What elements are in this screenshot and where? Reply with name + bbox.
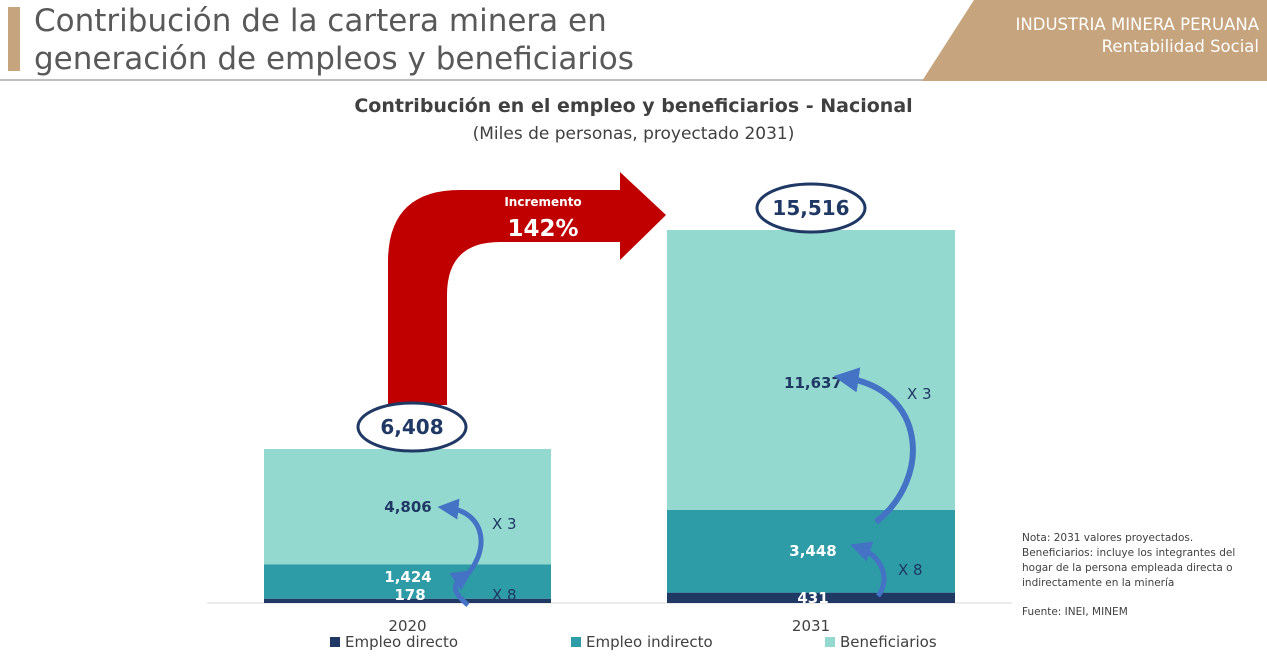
data-label: 431 bbox=[797, 589, 828, 607]
legend-swatch bbox=[330, 637, 340, 647]
chart-title: Contribución en el empleo y beneficiario… bbox=[354, 95, 913, 117]
chart-subtitle: (Miles de personas, proyectado 2031) bbox=[472, 124, 795, 144]
bar-2020-beneficiarios bbox=[264, 449, 551, 565]
header-accent-bar bbox=[8, 7, 20, 71]
multiplier-arrow bbox=[850, 541, 887, 598]
legend-swatch bbox=[825, 637, 835, 647]
legend-swatch bbox=[571, 637, 581, 647]
bar-2031-empleo-directo bbox=[667, 592, 955, 603]
note-line: Nota: 2031 valores proyectados. bbox=[1022, 532, 1194, 544]
multiplier-arrow bbox=[833, 367, 916, 525]
multiplier-label: X 8 bbox=[492, 586, 517, 604]
note-line: Beneficiarios: incluye los integrantes d… bbox=[1022, 547, 1236, 559]
multiplier-arrow bbox=[437, 498, 484, 582]
increase-arrow bbox=[388, 172, 666, 405]
x-tick-label-2031: 2031 bbox=[792, 617, 830, 635]
chart-note: Nota: 2031 valores proyectados. Benefici… bbox=[1022, 531, 1262, 591]
bar-2020-empleo-indirecto bbox=[264, 564, 551, 599]
header: Contribución de la cartera minera en gen… bbox=[0, 0, 1267, 81]
data-label: 3,448 bbox=[789, 542, 836, 560]
legend-label: Beneficiarios bbox=[840, 633, 937, 651]
note-line: hogar de la persona empleada directa o bbox=[1022, 562, 1233, 574]
total-ellipse-2020 bbox=[356, 401, 468, 453]
multiplier-label: X 8 bbox=[898, 561, 923, 579]
brand-text: INDUSTRIA MINERA PERUANA Rentabilidad So… bbox=[1016, 14, 1259, 58]
page-title-line-1: Contribución de la cartera minera en bbox=[34, 3, 607, 39]
bar-2020-empleo-directo bbox=[264, 598, 551, 603]
page-title: Contribución de la cartera minera en gen… bbox=[34, 2, 634, 78]
bar-2031-beneficiarios bbox=[667, 230, 955, 510]
multiplier-label: X 3 bbox=[492, 515, 517, 533]
brand-banner bbox=[922, 0, 1267, 81]
note-line: indirectamente en la minería bbox=[1022, 577, 1175, 589]
total-ellipse-2031 bbox=[755, 182, 867, 234]
legend-label: Empleo indirecto bbox=[586, 633, 713, 651]
legend-label: Empleo directo bbox=[345, 633, 458, 651]
x-tick-label-2020: 2020 bbox=[388, 617, 426, 635]
increase-label: Incremento bbox=[504, 195, 581, 209]
chart-source: Fuente: INEI, MINEM bbox=[1022, 606, 1128, 618]
increase-value: 142% bbox=[507, 216, 578, 242]
bar-2031-empleo-indirecto bbox=[667, 509, 955, 593]
total-label-2020: 6,408 bbox=[380, 415, 443, 439]
brand-tagline: Rentabilidad Social bbox=[1101, 37, 1259, 56]
brand-name: INDUSTRIA MINERA PERUANA bbox=[1015, 15, 1259, 34]
multiplier-label: X 3 bbox=[907, 385, 932, 403]
data-label: 4,806 bbox=[384, 498, 431, 516]
data-label: 11,637 bbox=[784, 374, 842, 392]
header-divider bbox=[0, 79, 935, 81]
page-title-line-2: generación de empleos y beneficiarios bbox=[34, 41, 634, 77]
total-label-2031: 15,516 bbox=[772, 196, 849, 220]
data-label: 178 bbox=[394, 586, 425, 604]
data-label: 1,424 bbox=[384, 568, 431, 586]
